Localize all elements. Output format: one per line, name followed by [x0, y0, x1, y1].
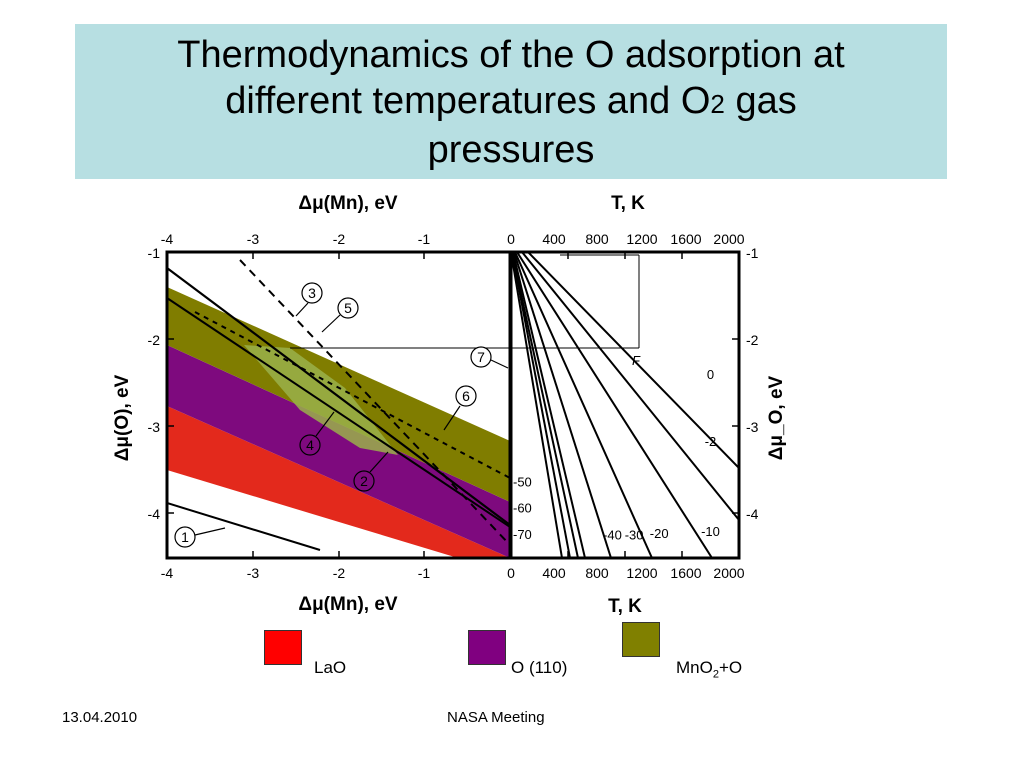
bottom-xtick-0: 0: [507, 565, 515, 581]
circled-label-6: 6: [443, 385, 477, 431]
title-line-2: different temperatures and O2 gas: [75, 78, 947, 127]
circled-label-6-text: 6: [462, 388, 470, 404]
legend-mno2o-main: MnO: [676, 658, 713, 677]
series-label-2: -10: [701, 524, 720, 539]
left-ytick-m1: -1: [148, 245, 161, 261]
line-5: [167, 297, 510, 528]
legend-label-lao: LaO: [314, 658, 347, 677]
legend-label-o110: O (110): [511, 658, 568, 677]
left-top-xlabel: Δμ(Mn), eV: [298, 193, 397, 214]
circled-label-1: 1: [174, 526, 226, 548]
right-bottom-xlabel: T, K: [608, 596, 642, 617]
bottom-xtick-1600: 1600: [670, 565, 701, 581]
bottom-xtick-m2: -2: [333, 565, 346, 581]
circled-label-7: 7: [470, 346, 509, 369]
circled-label-4: 4: [299, 411, 335, 456]
series-labels: 0 -2 -10 -20 -30-40 -50 -60 -70: [513, 367, 720, 543]
slide-title: Thermodynamics of the O adsorption at di…: [75, 32, 947, 173]
series-minus-30: [513, 252, 612, 558]
legend-mno2o-tail: +O: [718, 658, 743, 677]
line-1: [167, 502, 321, 551]
legend-swatch-mno2o: [622, 622, 660, 657]
circled-label-5: 5: [321, 297, 359, 333]
series-label-1: -2: [705, 434, 717, 449]
circled-label-2-text: 2: [360, 473, 368, 489]
bottom-xtick-m4: -4: [161, 565, 174, 581]
top-xtick-m1: -1: [418, 231, 431, 247]
series-minus-10: [516, 252, 713, 558]
right-ytick-m1: -1: [746, 245, 759, 261]
series-minus-70: [511, 252, 563, 558]
top-xtick-1200: 1200: [626, 231, 657, 247]
circled-label-4-text: 4: [306, 437, 314, 453]
footer-date: 13.04.2010: [62, 709, 138, 726]
left-ytick-m2: -2: [148, 332, 161, 348]
bottom-xtick-m3: -3: [247, 565, 260, 581]
bottom-xtick-1200: 1200: [626, 565, 657, 581]
top-xtick-400: 400: [542, 231, 566, 247]
top-xtick-1600: 1600: [670, 231, 701, 247]
top-xtick-m2: -2: [333, 231, 346, 247]
top-xtick-0: 0: [507, 231, 515, 247]
left-tick-marks: [167, 252, 739, 558]
title-line-2-subscript: 2: [710, 89, 725, 119]
circled-label-1-text: 1: [181, 529, 189, 545]
right-ytick-m2: -2: [746, 332, 759, 348]
series-0: [527, 252, 739, 469]
series-label-0: 0: [707, 367, 714, 382]
line-3-dashed: [239, 259, 510, 546]
legend-swatch-lao: [264, 630, 302, 665]
title-line-2a: different temperatures and O: [225, 80, 711, 122]
circled-label-7-text: 7: [477, 349, 485, 365]
bottom-xtick-m1: -1: [418, 565, 431, 581]
series-minus-2: [521, 252, 739, 521]
right-ytick-m3: -3: [746, 419, 759, 435]
right-top-xlabel: T, K: [611, 193, 645, 214]
left-panel-plot-area: [167, 259, 510, 558]
series-label-8: -70: [513, 527, 532, 542]
right-ylabel: Δμ_O, eV: [766, 375, 787, 460]
top-xtick-800: 800: [585, 231, 609, 247]
left-ytick-m3: -3: [148, 419, 161, 435]
series-minus-60: [511, 252, 571, 558]
circled-label-2: 2: [353, 451, 389, 492]
left-bottom-xlabel: Δμ(Mn), eV: [298, 594, 397, 615]
bottom-xtick-400: 400: [542, 565, 566, 581]
title-banner: Thermodynamics of the O adsorption at di…: [75, 24, 947, 179]
point-f-label: F: [632, 353, 641, 368]
series-label-7: -60: [513, 501, 532, 516]
circled-label-3-text: 3: [308, 285, 316, 301]
series-label-4: -30: [625, 528, 644, 543]
footer-center: NASA Meeting: [447, 709, 545, 726]
series-label-3: -20: [650, 526, 669, 541]
top-xtick-2000: 2000: [713, 231, 744, 247]
line-2: [167, 267, 510, 526]
title-line-2b: gas: [724, 80, 797, 122]
series-minus-50: [511, 252, 579, 558]
title-line-3: pressures: [427, 129, 595, 171]
right-panel-plot-area: [511, 252, 739, 558]
bottom-xtick-800: 800: [585, 565, 609, 581]
legend-mno2o-sub: 2: [712, 668, 719, 681]
series-minus-40: [512, 252, 586, 558]
left-ytick-m4: -4: [148, 506, 161, 522]
right-ytick-m4: -4: [746, 506, 759, 522]
circled-label-3: 3: [295, 282, 323, 317]
legend-label-mno2o: MnO2+O: [676, 658, 742, 680]
circled-label-5-text: 5: [344, 300, 352, 316]
top-xtick-m3: -3: [247, 231, 260, 247]
series-minus-20: [514, 252, 653, 558]
series-label-5: -40: [603, 528, 622, 543]
left-ylabel: Δμ(O), eV: [112, 374, 133, 461]
bottom-xtick-2000: 2000: [713, 565, 744, 581]
legend-swatch-o110: [468, 630, 506, 665]
region-o110: [167, 345, 510, 558]
top-xtick-m4: -4: [161, 231, 174, 247]
title-line-1: Thermodynamics of the O adsorption at: [177, 34, 845, 76]
series-label-6: -50: [513, 474, 532, 489]
